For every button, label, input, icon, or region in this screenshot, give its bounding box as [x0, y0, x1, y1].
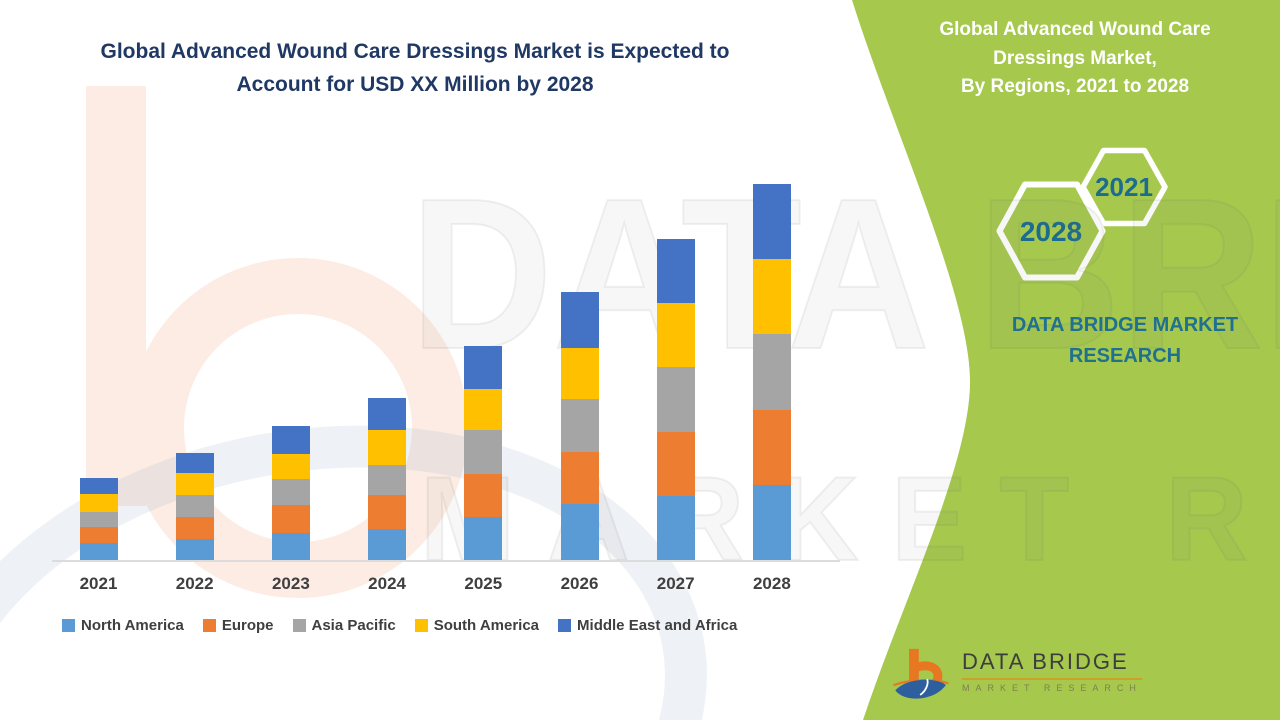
bar-segment-2024-south-america [368, 430, 407, 465]
bar-segment-2028-middle-east-and-africa [752, 184, 791, 259]
bar-segment-2023-asia-pacific [271, 479, 310, 505]
x-axis-label-2022: 2022 [175, 574, 214, 593]
chart-title: Global Advanced Wound Care Dressings Mar… [55, 36, 775, 101]
bar-2022 [175, 453, 214, 560]
legend-marker-icon [292, 619, 306, 632]
bar-segment-2028-europe [752, 410, 791, 485]
legend-label: Europe [221, 617, 274, 634]
bar-2021 [79, 478, 118, 560]
bar-2024 [368, 398, 407, 560]
bar-segment-2026-north-america [560, 504, 599, 560]
bar-segment-2024-asia-pacific [368, 465, 407, 495]
bar-segment-2027-north-america [656, 496, 695, 560]
bar-segment-2028-asia-pacific [752, 334, 791, 410]
chart-title-line2: Account for USD XX Million by 2028 [236, 72, 594, 96]
bar-segment-2022-middle-east-and-africa [175, 453, 214, 473]
bar-segment-2023-north-america [271, 533, 310, 560]
bar-segment-2026-europe [560, 452, 599, 504]
bar-segment-2027-europe [656, 432, 695, 496]
bar-segment-2021-europe [79, 527, 118, 543]
footer-logo-name: DATA BRIDGE [962, 649, 1142, 680]
side-panel-heading: Global Advanced Wound Care Dressings Mar… [900, 16, 1250, 102]
bar-2026 [560, 292, 599, 560]
bar-segment-2025-north-america [464, 517, 503, 560]
hexagon-2021-outline [1080, 147, 1168, 227]
bar-2028 [752, 184, 791, 560]
legend-item-south-america: South America [414, 617, 540, 634]
bar-2023 [271, 426, 310, 560]
bar-segment-2023-south-america [271, 454, 310, 479]
bar-segment-2027-asia-pacific [656, 367, 695, 432]
hexagon-2021-label: 2021 [1095, 172, 1153, 202]
footer-brand-logo: DATA BRIDGE MARKET RESEARCH [890, 640, 1142, 702]
legend-marker-icon [62, 619, 75, 632]
side-heading-line2: Dressings Market, [993, 47, 1157, 69]
legend-label: North America [81, 617, 184, 634]
bar-segment-2025-middle-east-and-africa [464, 346, 503, 389]
bar-segment-2021-middle-east-and-africa [79, 478, 118, 494]
bar-segment-2022-north-america [175, 539, 214, 560]
legend-marker-icon [202, 619, 216, 632]
bar-segment-2021-north-america [79, 543, 118, 560]
legend-marker-icon [558, 619, 572, 632]
bar-segment-2022-south-america [175, 473, 214, 495]
bar-2025 [464, 346, 503, 560]
footer-logo-text: DATA BRIDGE MARKET RESEARCH [962, 649, 1142, 693]
legend-label: Asia Pacific [311, 617, 396, 634]
x-axis-label-2024: 2024 [368, 574, 406, 593]
x-axis-line [52, 560, 840, 562]
side-brand-line2: RESEARCH [1068, 345, 1182, 367]
bar-segment-2025-asia-pacific [464, 430, 503, 474]
x-axis-label-2028: 2028 [752, 574, 791, 593]
legend-item-europe: Europe [202, 617, 274, 634]
chart-legend: North America Europe Asia Pacific South Ame… [62, 617, 832, 634]
x-axis-label-2026: 2026 [560, 574, 599, 593]
x-axis-label-2021: 2021 [79, 574, 118, 593]
footer-logo-subtitle: MARKET RESEARCH [962, 683, 1142, 693]
bar-segment-2022-europe [175, 517, 214, 539]
bar-segment-2028-south-america [752, 259, 791, 334]
chart-title-line1: Global Advanced Wound Care Dressings Mar… [100, 40, 730, 63]
legend-label: South America [433, 617, 540, 634]
legend-item-north-america: North America [62, 617, 184, 634]
x-axis-label-2025: 2025 [464, 574, 503, 593]
legend-label: Middle East and Africa [577, 617, 738, 634]
green-side-panel [852, 0, 1280, 720]
bar-segment-2024-north-america [368, 529, 407, 560]
bar-segment-2024-europe [368, 495, 407, 529]
hexagon-2028-label: 2028 [1020, 216, 1082, 247]
hexagon-2028-outline [996, 181, 1106, 281]
bar-segment-2026-south-america [560, 348, 599, 399]
bar-2027 [656, 239, 695, 560]
side-brand-line1: DATA BRIDGE MARKET [1011, 314, 1239, 336]
bar-segment-2028-north-america [752, 485, 791, 560]
side-panel-brand-text: DATA BRIDGE MARKET RESEARCH [960, 310, 1280, 372]
bar-segment-2024-middle-east-and-africa [368, 398, 407, 430]
bar-segment-2025-europe [464, 474, 503, 517]
legend-marker-icon [414, 619, 428, 632]
bar-segment-2023-europe [271, 505, 310, 533]
bar-segment-2027-middle-east-and-africa [656, 239, 695, 303]
side-heading-line3: By Regions, 2021 to 2028 [960, 76, 1190, 97]
legend-item-asia-pacific: Asia Pacific [292, 617, 396, 634]
bar-segment-2026-asia-pacific [560, 399, 599, 452]
bar-segment-2021-south-america [79, 494, 118, 512]
x-axis-label-2023: 2023 [271, 574, 310, 593]
bar-segment-2023-middle-east-and-africa [271, 426, 310, 454]
x-axis-label-2027: 2027 [656, 574, 695, 593]
bar-segment-2026-middle-east-and-africa [560, 292, 599, 348]
bar-segment-2027-south-america [656, 303, 695, 367]
bar-segment-2021-asia-pacific [79, 512, 118, 527]
bar-segment-2022-asia-pacific [175, 495, 214, 517]
data-bridge-logo-icon [893, 648, 949, 699]
bar-segment-2025-south-america [464, 389, 503, 430]
side-heading-line1: Global Advanced Wound Care [939, 19, 1211, 40]
legend-item-middle-east-and-africa: Middle East and Africa [558, 617, 737, 634]
